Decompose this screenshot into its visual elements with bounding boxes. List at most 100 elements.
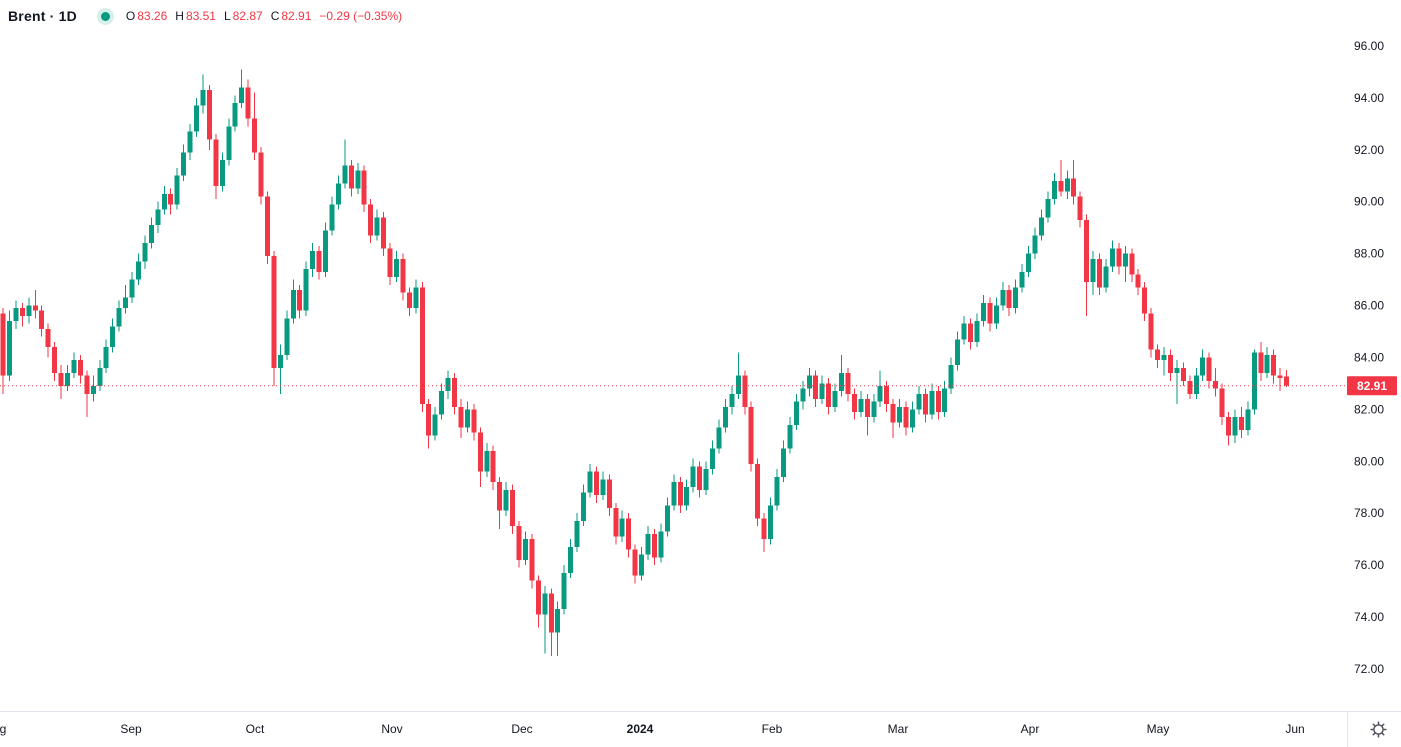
- candle-body: [52, 347, 58, 374]
- price-tick-label: 90.00: [1354, 195, 1384, 209]
- candle-body: [1277, 375, 1283, 379]
- candle-body: [600, 479, 606, 496]
- candle-body: [568, 546, 574, 573]
- candle-body: [671, 482, 677, 506]
- candle-body: [897, 406, 903, 423]
- candle-body: [942, 388, 948, 412]
- candle-body: [1045, 199, 1051, 218]
- time-tick-label: Sep: [120, 722, 142, 736]
- candle-body: [1167, 354, 1173, 374]
- candle-body: [497, 482, 503, 511]
- candle-body: [851, 393, 857, 412]
- candle-body: [1148, 313, 1154, 350]
- candle-body: [0, 313, 6, 376]
- candle-body: [806, 375, 812, 389]
- candle-body: [303, 269, 309, 311]
- candle-body: [974, 321, 980, 342]
- candle-body: [864, 398, 870, 418]
- change-value: −0.29 (−0.35%): [319, 9, 403, 23]
- candle-body: [516, 526, 522, 560]
- candle-body: [400, 258, 406, 293]
- time-axis[interactable]: g Sep Oct Nov Dec 2024 Feb Mar Apr May Jun: [0, 722, 1305, 736]
- candle-body: [342, 165, 348, 184]
- candle-body: [755, 463, 761, 519]
- candle-body: [355, 170, 361, 189]
- candle-body: [1090, 258, 1096, 283]
- open-label: O: [125, 9, 136, 23]
- candle-body: [161, 193, 167, 210]
- symbol-title[interactable]: Brent · 1D: [8, 8, 77, 24]
- candle-body: [574, 520, 580, 547]
- candle-body: [632, 549, 638, 576]
- price-axis[interactable]: 96.00 94.00 92.00 90.00 88.00 86.00 84.00 82.00…: [1354, 39, 1384, 676]
- candle-body: [368, 204, 374, 236]
- candle-body: [1084, 219, 1090, 283]
- candle-body: [90, 386, 96, 394]
- candle-body: [1161, 354, 1167, 361]
- price-tick-label: 78.00: [1354, 506, 1384, 520]
- time-tick-label: May: [1147, 722, 1170, 736]
- candle-body: [1219, 388, 1225, 418]
- candle-body: [426, 404, 432, 436]
- candle-body: [768, 505, 774, 540]
- price-tick-label: 72.00: [1354, 662, 1384, 676]
- price-tick-label: 86.00: [1354, 299, 1384, 313]
- candle-body: [348, 165, 354, 189]
- candle-body: [658, 531, 664, 558]
- candle-body: [393, 258, 399, 277]
- candle-body: [955, 339, 961, 366]
- candle-body: [1064, 178, 1070, 192]
- candle-body: [181, 152, 187, 176]
- high-label: H: [175, 9, 184, 23]
- candle-body: [800, 388, 806, 402]
- candle-body: [232, 103, 238, 127]
- candle-body: [710, 448, 715, 470]
- candle-body: [387, 248, 393, 277]
- chart-pane[interactable]: [0, 0, 1345, 711]
- candle-body: [123, 297, 129, 309]
- candle-body: [697, 466, 703, 490]
- candle-body: [613, 508, 619, 537]
- time-tick-label: Feb: [762, 722, 783, 736]
- candle-body: [65, 373, 70, 387]
- candle-body: [219, 160, 225, 187]
- candle-body: [155, 209, 161, 226]
- candle-body: [522, 539, 528, 560]
- candle-body: [13, 308, 19, 322]
- close-label: C: [270, 9, 280, 23]
- candle-body: [1271, 354, 1277, 376]
- candle-body: [813, 375, 819, 399]
- candle-body: [1097, 258, 1102, 288]
- candle-body: [993, 305, 999, 324]
- price-tick-label: 82.00: [1354, 402, 1384, 416]
- candle-body: [581, 492, 586, 521]
- chart-settings-gear-icon[interactable]: [1370, 721, 1387, 738]
- candle-body: [961, 323, 967, 340]
- candle-body: [684, 487, 690, 506]
- candle-body: [587, 471, 593, 493]
- candle-body: [26, 305, 32, 316]
- candle-body: [1103, 266, 1109, 288]
- candle-body: [148, 225, 154, 244]
- candle-body: [916, 393, 922, 410]
- candle-body: [1200, 357, 1206, 376]
- candle-body: [968, 323, 973, 342]
- candle-body: [1232, 417, 1238, 436]
- candle-body: [555, 609, 561, 633]
- candle-body: [200, 90, 206, 106]
- candle-body: [987, 302, 993, 324]
- candle-body: [561, 572, 567, 610]
- candle-body: [510, 489, 516, 527]
- candle-body: [722, 406, 728, 428]
- candle-body: [1077, 196, 1083, 220]
- candle-body: [1206, 357, 1212, 381]
- candle-body: [264, 196, 270, 257]
- candle-body: [780, 448, 786, 477]
- candle-body: [980, 302, 986, 322]
- price-tick-label: 88.00: [1354, 247, 1384, 261]
- price-tick-label: 80.00: [1354, 454, 1384, 468]
- candle-body: [1238, 417, 1244, 431]
- last-price-badge: 82.91: [1347, 376, 1397, 396]
- chart-legend: Brent · 1D O 83.26 H 83.51 L 82.87 C 82.…: [8, 6, 402, 26]
